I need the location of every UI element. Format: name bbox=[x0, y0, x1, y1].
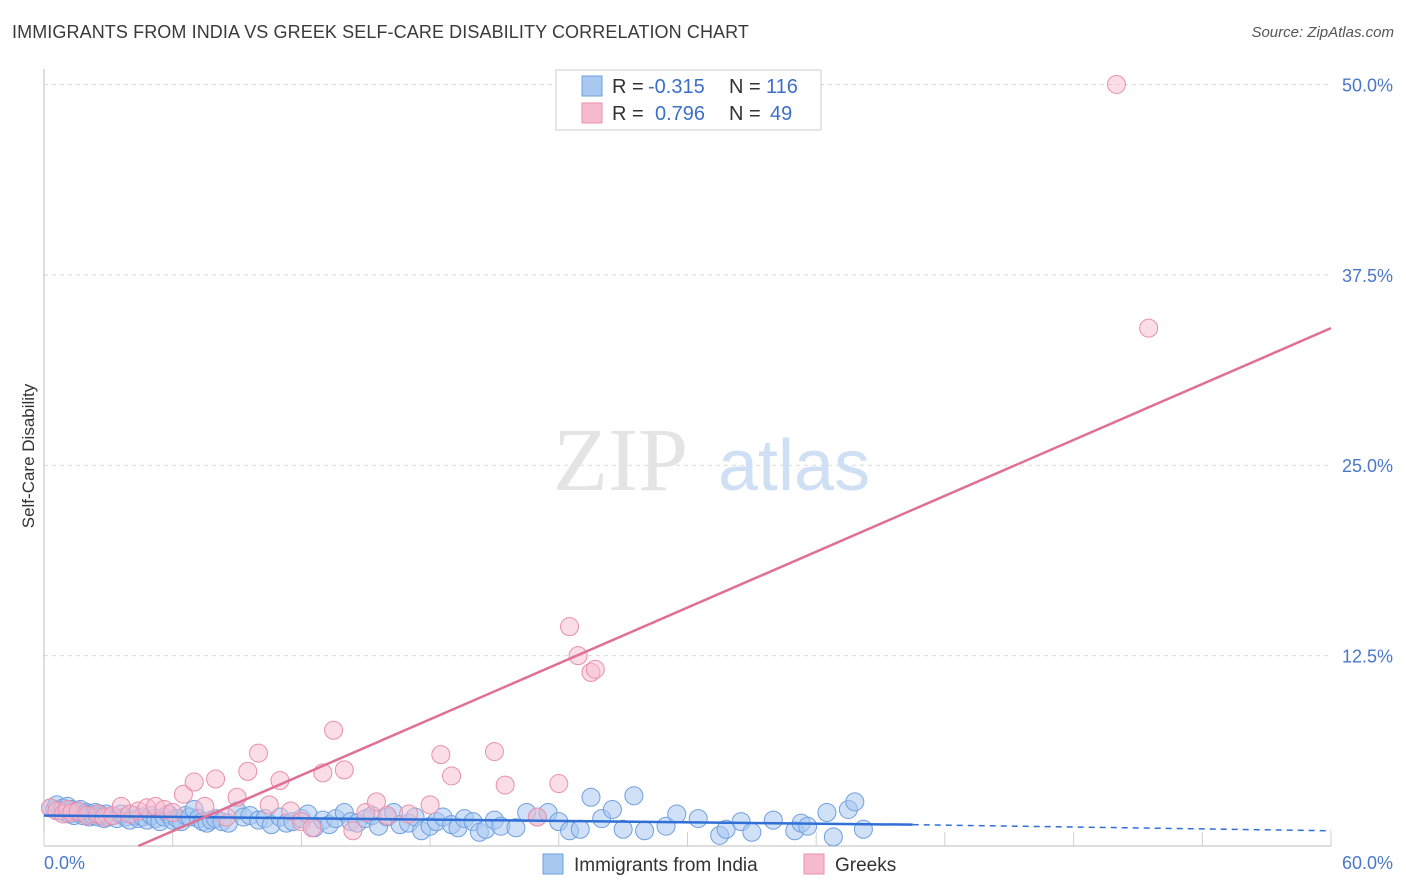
trend-lines bbox=[43, 327, 1332, 848]
legend-r-value-blue: -0.315 bbox=[648, 76, 705, 98]
data-point-india bbox=[613, 819, 633, 839]
data-point-greeks bbox=[343, 821, 363, 841]
data-point-india bbox=[581, 787, 601, 807]
data-point-greeks bbox=[1107, 74, 1126, 94]
data-point-greeks bbox=[585, 659, 605, 679]
y-tick-label: 37.5% bbox=[1342, 266, 1393, 286]
data-point-greeks bbox=[206, 769, 226, 789]
data-point-greeks bbox=[377, 806, 397, 826]
data-point-india bbox=[798, 816, 818, 836]
data-point-greeks bbox=[366, 792, 386, 812]
legend-r-value-pink: 0.796 bbox=[655, 103, 705, 125]
grid-layer bbox=[44, 83, 1331, 657]
chart-source: Source: ZipAtlas.com bbox=[1251, 24, 1394, 41]
legend-n-value-blue: 116 bbox=[766, 76, 798, 98]
trend-line-greeks bbox=[137, 327, 1332, 848]
y-tick-label: 50.0% bbox=[1342, 75, 1393, 95]
data-point-india bbox=[817, 802, 837, 822]
top-legend: R = -0.315 N = 116 R = 0.796 N = 49 bbox=[555, 69, 822, 131]
data-point-greeks bbox=[173, 784, 193, 804]
data-point-greeks bbox=[259, 795, 279, 815]
data-point-greeks bbox=[163, 802, 183, 822]
trend-line-india bbox=[43, 814, 913, 826]
data-point-india bbox=[602, 799, 622, 819]
legend-n-label-blue: N = bbox=[729, 76, 761, 98]
data-point-greeks bbox=[184, 772, 204, 792]
data-point-india bbox=[688, 809, 708, 829]
data-point-india bbox=[823, 827, 843, 847]
legend-n-label-pink: N = bbox=[729, 103, 761, 125]
data-point-india bbox=[624, 786, 644, 806]
data-point-india bbox=[667, 804, 687, 824]
data-point-greeks bbox=[549, 774, 569, 794]
chart-title: IMMIGRANTS FROM INDIA VS GREEK SELF-CARE… bbox=[12, 22, 750, 42]
data-point-greeks bbox=[527, 807, 547, 827]
legend-swatch-blue bbox=[581, 75, 603, 97]
x-tick-marks bbox=[43, 832, 1332, 846]
data-point-india bbox=[635, 821, 655, 841]
watermark-zip: ZIP bbox=[553, 411, 688, 510]
watermark-atlas: atlas bbox=[718, 426, 870, 506]
y-axis-title: Self-Care Disability bbox=[19, 383, 38, 528]
x-tick-label: 60.0% bbox=[1342, 853, 1393, 873]
data-point-india bbox=[763, 810, 783, 830]
data-point-greeks bbox=[442, 766, 462, 786]
data-point-greeks bbox=[420, 795, 440, 815]
data-point-greeks bbox=[431, 745, 451, 765]
data-point-greeks bbox=[249, 743, 268, 763]
legend-n-value-pink: 49 bbox=[770, 103, 792, 125]
data-point-india bbox=[716, 819, 736, 839]
y-tick-labels: 12.5% 25.0% 37.5% 50.0% bbox=[1342, 75, 1393, 666]
data-point-greeks bbox=[484, 742, 504, 762]
y-tick-label: 25.0% bbox=[1342, 456, 1393, 476]
data-point-greeks bbox=[238, 761, 258, 781]
data-point-greeks bbox=[1139, 318, 1159, 338]
data-point-greeks bbox=[560, 617, 580, 637]
y-tick-label: 12.5% bbox=[1342, 647, 1393, 667]
data-point-india bbox=[570, 819, 590, 839]
data-point-greeks bbox=[195, 796, 215, 816]
legend-swatch-pink bbox=[581, 102, 603, 124]
bottom-legend-label-blue: Immigrants from India bbox=[574, 855, 758, 876]
data-point-greeks bbox=[334, 760, 354, 780]
data-point-greeks bbox=[302, 818, 322, 838]
data-point-greeks bbox=[324, 720, 344, 740]
watermark: ZIP atlas bbox=[553, 411, 870, 510]
bottom-legend-swatch-blue bbox=[542, 853, 564, 875]
bottom-legend-swatch-pink bbox=[803, 853, 825, 875]
bottom-legend-label-pink: Greeks bbox=[835, 855, 896, 876]
bottom-legend: Immigrants from India Greeks bbox=[542, 853, 896, 876]
x-tick-labels: 0.0% 60.0% bbox=[44, 853, 1393, 873]
data-point-india bbox=[845, 792, 865, 812]
data-point-india bbox=[506, 818, 526, 838]
data-point-greeks bbox=[495, 775, 515, 795]
trend-line-india-extension bbox=[912, 823, 1332, 832]
legend-r-label-blue: R = bbox=[612, 76, 644, 98]
data-point-india bbox=[742, 822, 762, 842]
x-tick-label: 0.0% bbox=[44, 853, 85, 873]
legend-r-label-pink: R = bbox=[612, 103, 644, 125]
